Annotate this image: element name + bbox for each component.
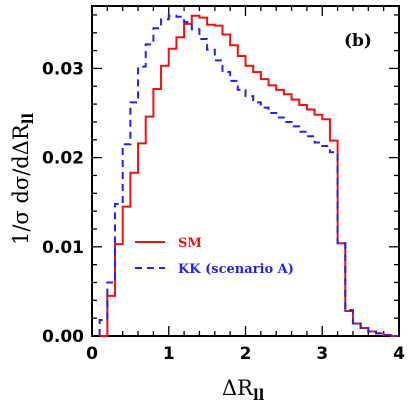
x-tick-labels: 0 1 2 3 4: [86, 344, 405, 364]
y-tick-label: 0.01: [42, 238, 84, 258]
x-axis-label-main: ΔR: [222, 376, 254, 400]
x-tick-label: 2: [240, 344, 252, 364]
legend: SM KK (scenario A): [135, 236, 294, 277]
y-tick-label: 0.00: [42, 327, 84, 347]
x-axis-label: ΔRll: [222, 376, 265, 404]
y-tick-label: 0.03: [42, 59, 84, 79]
y-tick-label: 0.02: [42, 149, 84, 169]
y-axis-label-main: 1/σ dσ/dΔR: [9, 123, 33, 245]
y-tick-labels: 0.00 0.01 0.02 0.03: [42, 59, 84, 347]
x-tick-label: 1: [163, 344, 175, 364]
axis-ticks: [91, 6, 400, 337]
legend-label-kk: KK (scenario A): [178, 262, 294, 277]
legend-label-sm: SM: [178, 236, 202, 251]
series-layer: [98, 14, 399, 337]
y-axis-label: 1/σ dσ/dΔRll: [9, 113, 37, 245]
x-tick-label: 0: [86, 344, 98, 364]
series-line-sm: [99, 14, 399, 337]
x-tick-label: 3: [316, 344, 328, 364]
x-axis-label-sub: ll: [253, 386, 265, 404]
y-axis-label-sub: ll: [19, 113, 37, 125]
panel-label: (b): [344, 31, 372, 51]
x-tick-label: 4: [393, 344, 405, 364]
series-line-kk: [98, 14, 399, 337]
